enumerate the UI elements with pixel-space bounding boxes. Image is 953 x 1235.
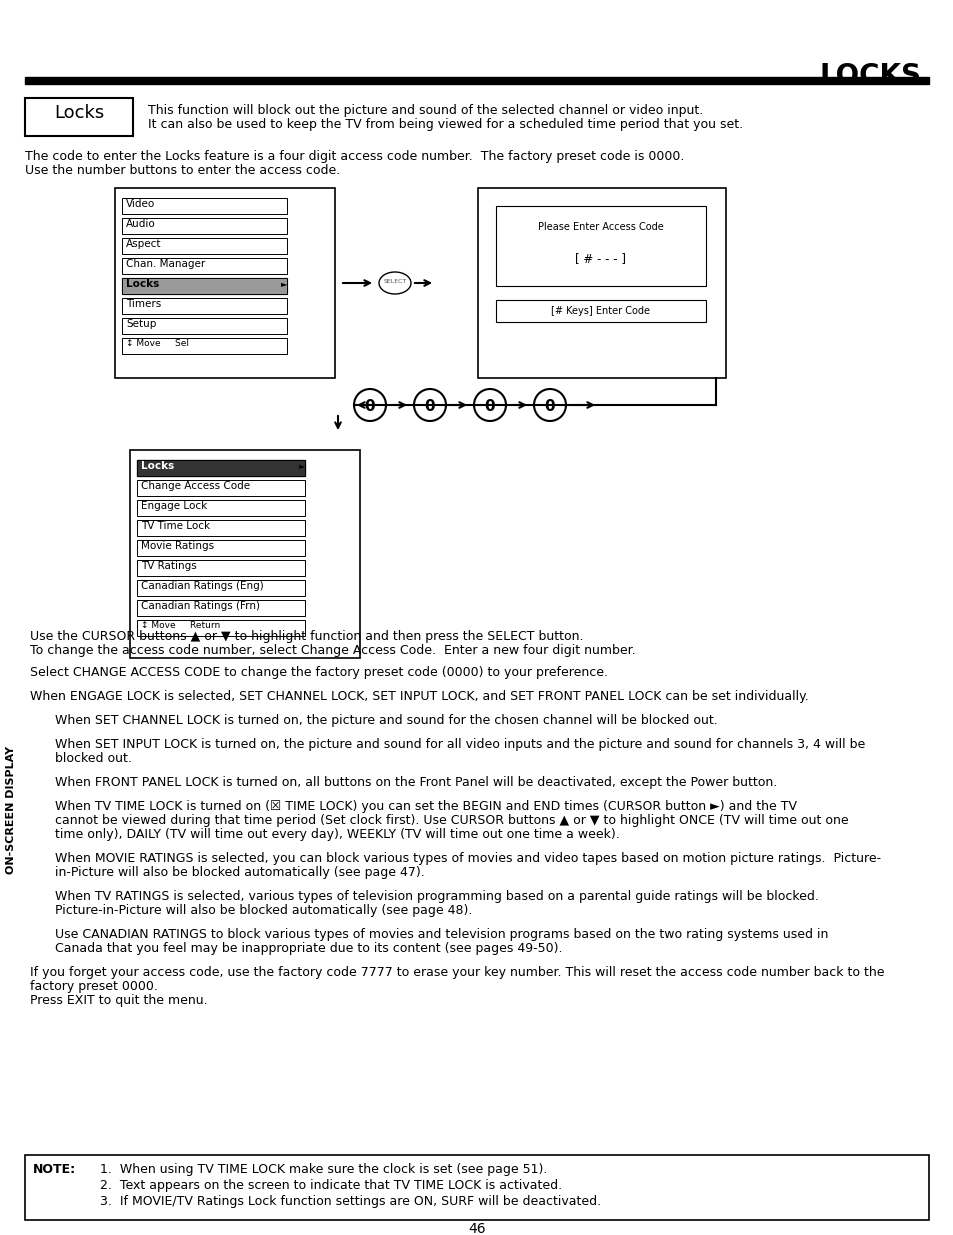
Text: When ENGAGE LOCK is selected, SET CHANNEL LOCK, SET INPUT LOCK, and SET FRONT PA: When ENGAGE LOCK is selected, SET CHANNE… (30, 690, 808, 703)
Circle shape (414, 389, 446, 421)
Text: LOCKS: LOCKS (820, 62, 921, 90)
Text: Press EXIT to quit the menu.: Press EXIT to quit the menu. (30, 994, 208, 1007)
Text: Locks: Locks (141, 461, 174, 471)
Bar (137, 559, 305, 576)
Text: Use the CURSOR buttons ▲ or ▼ to highlight function and then press the SELECT bu: Use the CURSOR buttons ▲ or ▼ to highlig… (30, 630, 583, 643)
Bar (496, 300, 705, 322)
Text: When SET CHANNEL LOCK is turned on, the picture and sound for the chosen channel: When SET CHANNEL LOCK is turned on, the … (55, 714, 717, 727)
Text: When MOVIE RATINGS is selected, you can block various types of movies and video : When MOVIE RATINGS is selected, you can … (55, 852, 881, 864)
Text: If you forget your access code, use the factory code 7777 to erase your key numb: If you forget your access code, use the … (30, 966, 883, 979)
Text: Canadian Ratings (Frn): Canadian Ratings (Frn) (141, 601, 260, 611)
Text: in-Picture will also be blocked automatically (see page 47).: in-Picture will also be blocked automati… (55, 866, 424, 879)
Text: TV Time Lock: TV Time Lock (141, 521, 210, 531)
Bar (122, 238, 287, 254)
Text: time only), DAILY (TV will time out every day), WEEKLY (TV will time out one tim: time only), DAILY (TV will time out ever… (55, 827, 619, 841)
Text: 0: 0 (364, 399, 375, 414)
Bar (137, 600, 305, 616)
Bar (122, 258, 287, 274)
Text: ►: ► (298, 461, 305, 471)
Text: ON-SCREEN DISPLAY: ON-SCREEN DISPLAY (6, 746, 16, 874)
Text: To change the access code number, select Change Access Code.  Enter a new four d: To change the access code number, select… (30, 643, 635, 657)
Text: NOTE:: NOTE: (33, 1163, 76, 1176)
Text: Select CHANGE ACCESS CODE to change the factory preset code (0000) to your prefe: Select CHANGE ACCESS CODE to change the … (30, 666, 607, 679)
Text: It can also be used to keep the TV from being viewed for a scheduled time period: It can also be used to keep the TV from … (148, 119, 742, 131)
Bar (137, 580, 305, 597)
Text: ►: ► (281, 279, 287, 288)
Bar (137, 520, 305, 536)
Text: Picture-in-Picture will also be blocked automatically (see page 48).: Picture-in-Picture will also be blocked … (55, 904, 472, 918)
Ellipse shape (378, 272, 411, 294)
Text: When FRONT PANEL LOCK is turned on, all buttons on the Front Panel will be deact: When FRONT PANEL LOCK is turned on, all … (55, 776, 777, 789)
Bar (137, 620, 305, 636)
Text: 46: 46 (468, 1221, 485, 1235)
Text: 0: 0 (484, 399, 495, 414)
Text: [ # - - - ]: [ # - - - ] (575, 252, 626, 266)
Text: TV Ratings: TV Ratings (141, 561, 196, 571)
Bar (25, 77, 928, 84)
Text: The code to enter the Locks feature is a four digit access code number.  The fac: The code to enter the Locks feature is a… (25, 149, 683, 163)
Text: ↕ Move     Return: ↕ Move Return (141, 621, 220, 630)
Text: This function will block out the picture and sound of the selected channel or vi: This function will block out the picture… (148, 104, 702, 117)
Bar (115, 188, 335, 378)
Text: 0: 0 (544, 399, 555, 414)
Text: When TV RATINGS is selected, various types of television programming based on a : When TV RATINGS is selected, various typ… (55, 890, 818, 903)
Text: Please Enter Access Code: Please Enter Access Code (537, 222, 663, 232)
Bar (137, 480, 305, 496)
Text: Locks: Locks (53, 104, 104, 122)
Bar (137, 540, 305, 556)
Text: 3.  If MOVIE/TV Ratings Lock function settings are ON, SURF will be deactivated.: 3. If MOVIE/TV Ratings Lock function set… (100, 1195, 600, 1208)
Text: Canada that you feel may be inappropriate due to its content (see pages 49-50).: Canada that you feel may be inappropriat… (55, 942, 562, 955)
Text: SELECT: SELECT (383, 279, 406, 284)
Bar (130, 450, 359, 658)
Bar (122, 298, 287, 314)
Text: Video: Video (126, 199, 155, 209)
Text: 1.  When using TV TIME LOCK make sure the clock is set (see page 51).: 1. When using TV TIME LOCK make sure the… (100, 1163, 547, 1176)
Bar (122, 198, 287, 214)
Text: Aspect: Aspect (126, 240, 161, 249)
Text: 0: 0 (424, 399, 435, 414)
Bar (137, 459, 305, 475)
Text: 2.  Text appears on the screen to indicate that TV TIME LOCK is activated.: 2. Text appears on the screen to indicat… (100, 1179, 561, 1192)
Text: blocked out.: blocked out. (55, 752, 132, 764)
Text: Movie Ratings: Movie Ratings (141, 541, 213, 551)
Text: Audio: Audio (126, 219, 155, 228)
Text: Engage Lock: Engage Lock (141, 501, 207, 511)
Text: ↕ Move     Sel: ↕ Move Sel (126, 338, 189, 348)
Text: Timers: Timers (126, 299, 161, 309)
Text: Use the number buttons to enter the access code.: Use the number buttons to enter the acce… (25, 164, 340, 177)
Text: [# Keys] Enter Code: [# Keys] Enter Code (551, 306, 650, 316)
Text: When SET INPUT LOCK is turned on, the picture and sound for all video inputs and: When SET INPUT LOCK is turned on, the pi… (55, 739, 864, 751)
Bar (122, 338, 287, 354)
Text: Locks: Locks (126, 279, 159, 289)
Text: Canadian Ratings (Eng): Canadian Ratings (Eng) (141, 580, 263, 592)
Circle shape (474, 389, 505, 421)
Text: When TV TIME LOCK is turned on (☒ TIME LOCK) you can set the BEGIN and END times: When TV TIME LOCK is turned on (☒ TIME L… (55, 800, 796, 813)
Bar (122, 317, 287, 333)
Bar (496, 206, 705, 287)
Text: cannot be viewed during that time period (Set clock first). Use CURSOR buttons ▲: cannot be viewed during that time period… (55, 814, 848, 827)
Bar (477, 188, 725, 378)
Circle shape (534, 389, 565, 421)
Text: Use CANADIAN RATINGS to block various types of movies and television programs ba: Use CANADIAN RATINGS to block various ty… (55, 927, 827, 941)
Bar (25, 98, 132, 136)
Bar (122, 278, 287, 294)
Bar (122, 219, 287, 233)
Text: Setup: Setup (126, 319, 156, 329)
Text: factory preset 0000.: factory preset 0000. (30, 981, 157, 993)
Circle shape (354, 389, 386, 421)
Bar (137, 500, 305, 516)
Text: Chan. Manager: Chan. Manager (126, 259, 205, 269)
Bar (25, 1155, 928, 1220)
Bar (137, 459, 305, 475)
Text: Change Access Code: Change Access Code (141, 480, 250, 492)
Bar (122, 278, 287, 294)
